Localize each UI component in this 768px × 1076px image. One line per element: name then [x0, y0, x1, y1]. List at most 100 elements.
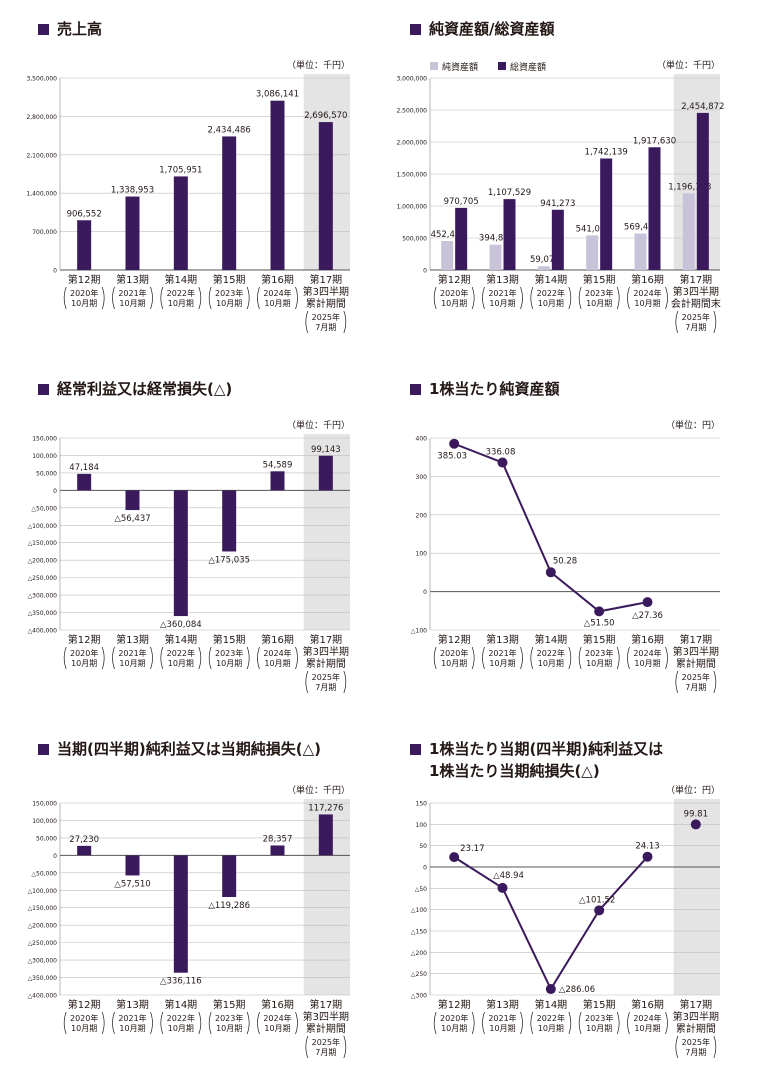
paren-left — [112, 646, 115, 670]
x-category-label: 第14期 — [534, 998, 567, 1011]
x-category-label: 第12期 — [68, 633, 101, 646]
x-category-sub: 7月期 — [315, 323, 336, 332]
paren-right — [713, 310, 717, 334]
paren-left — [63, 646, 67, 670]
x-category-label: 第15期 — [213, 633, 246, 646]
paren-left — [257, 286, 260, 310]
chart-title-eps-line2: 1株当たり当期純損失(△) — [429, 762, 600, 780]
x-category-sub: 2021年 — [488, 288, 516, 298]
chart-ordinary: （単位：千円） 150,000 100,000 50,000 0 △50,000 △100,… — [28, 419, 350, 694]
paren-left — [627, 286, 630, 310]
y-tick-label: △250 — [411, 971, 427, 978]
x-category-sub: 2021年 — [118, 648, 146, 658]
data-label: △56,437 — [114, 514, 150, 524]
chart-eps: （単位：円） 150 100 50 0 △50 △100 △150 △200 △250 △300 第1… — [411, 784, 720, 1059]
y-tick-label: 300 — [416, 474, 428, 481]
bar — [222, 136, 237, 270]
x-category-sub: 10月期 — [538, 299, 564, 308]
data-label: △336,116 — [160, 977, 202, 987]
data-label: 3,086,141 — [256, 90, 299, 100]
title-bullet — [410, 384, 421, 395]
paren-right — [520, 286, 523, 310]
paren-left — [675, 1035, 679, 1059]
paren-right — [713, 670, 717, 694]
data-label: △48.94 — [493, 871, 524, 881]
bar-net-assets — [489, 244, 502, 270]
data-label: 394,895 — [479, 234, 514, 244]
x-category-sub: 2025年 — [312, 672, 340, 682]
x-category-sub: 2022年 — [537, 1013, 565, 1023]
x-category-label-line3: 累計期間 — [676, 1022, 716, 1035]
data-label: △51.50 — [584, 618, 615, 628]
data-point — [690, 819, 701, 830]
x-category-sub: 7月期 — [315, 683, 336, 692]
x-category-label: 第17期 — [309, 998, 342, 1011]
data-label: △360,084 — [160, 620, 202, 630]
paren-right — [150, 646, 153, 670]
data-label: 906,552 — [67, 209, 102, 219]
bar — [318, 455, 333, 491]
x-category-sub: 10月期 — [119, 1024, 145, 1033]
bar — [270, 845, 285, 856]
x-category-label: 第15期 — [583, 633, 616, 646]
paren-right — [616, 1011, 620, 1035]
x-category-sub: 2021年 — [118, 1013, 146, 1023]
y-tick-label: 2,100,000 — [26, 152, 57, 159]
x-category-label: 第15期 — [583, 273, 616, 286]
x-category-sub: 7月期 — [315, 1048, 336, 1057]
data-point — [497, 457, 508, 468]
y-tick-label: △100,000 — [28, 888, 58, 895]
x-category-sub: 2022年 — [167, 648, 195, 658]
x-category-sub: 10月期 — [586, 1024, 612, 1033]
paren-left — [482, 286, 485, 310]
title-bullet — [38, 24, 49, 35]
data-label: △101.52 — [579, 895, 615, 905]
data-point — [545, 567, 556, 578]
y-tick-label: 200 — [416, 512, 428, 519]
x-category-sub: 10月期 — [216, 659, 242, 668]
y-tick-label: △150 — [411, 929, 427, 936]
x-category-label: 第13期 — [116, 998, 149, 1011]
paren-right — [616, 286, 620, 310]
x-category-sub: 2023年 — [215, 648, 243, 658]
paren-left — [578, 286, 582, 310]
x-category-sub: 2025年 — [312, 1037, 340, 1047]
legend-label: 純資産額 — [442, 61, 478, 73]
paren-right — [665, 286, 668, 310]
title-bullet — [410, 24, 421, 35]
x-category-sub: 10月期 — [538, 659, 564, 668]
x-category-label-line2: 第3四半期 — [673, 645, 719, 658]
x-category-label: 第13期 — [486, 633, 519, 646]
data-label: 1,107,529 — [488, 188, 531, 198]
y-tick-label: △50 — [415, 886, 427, 893]
paren-left — [63, 1011, 67, 1035]
paren-right — [198, 646, 202, 670]
x-category-label-line2: 第3四半期 — [303, 1010, 349, 1023]
data-label: 941,273 — [540, 199, 575, 209]
x-category-label-line3: 累計期間 — [306, 1022, 346, 1035]
paren-left — [112, 1011, 115, 1035]
x-category-sub: 2022年 — [167, 288, 195, 298]
y-tick-label: 50,000 — [36, 835, 57, 842]
paren-left — [305, 310, 309, 334]
paren-left — [578, 1011, 582, 1035]
paren-left — [257, 1011, 260, 1035]
data-label: 1,917,630 — [633, 136, 676, 146]
bar-total-assets — [503, 199, 516, 270]
x-category-label: 第17期 — [679, 273, 712, 286]
current-period-shade — [673, 74, 720, 270]
paren-left — [257, 646, 260, 670]
y-tick-label: △200,000 — [28, 923, 58, 930]
y-tick-label: △300 — [411, 993, 427, 1000]
paren-left — [530, 646, 534, 670]
data-label: 23.17 — [460, 844, 484, 854]
data-label: 50.28 — [553, 556, 577, 566]
paren-right — [520, 646, 523, 670]
paren-right — [665, 1011, 668, 1035]
paren-left — [675, 310, 679, 334]
y-tick-label: △50,000 — [31, 870, 57, 877]
paren-right — [343, 670, 347, 694]
data-label: 2,454,872 — [681, 102, 724, 112]
x-category-label: 第14期 — [164, 998, 197, 1011]
bar — [270, 471, 285, 491]
